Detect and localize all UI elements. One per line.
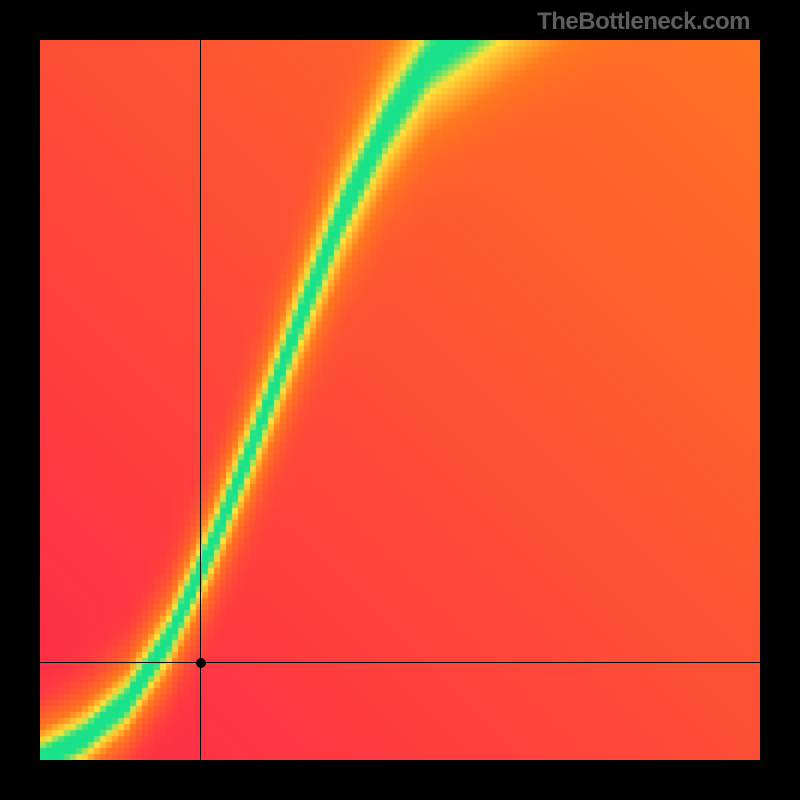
- crosshair-horizontal: [40, 662, 760, 663]
- watermark-text: TheBottleneck.com: [537, 8, 750, 36]
- marker-dot: [196, 658, 206, 668]
- heatmap-canvas: [40, 40, 760, 760]
- heatmap-plot: [40, 40, 760, 760]
- crosshair-vertical: [200, 40, 201, 760]
